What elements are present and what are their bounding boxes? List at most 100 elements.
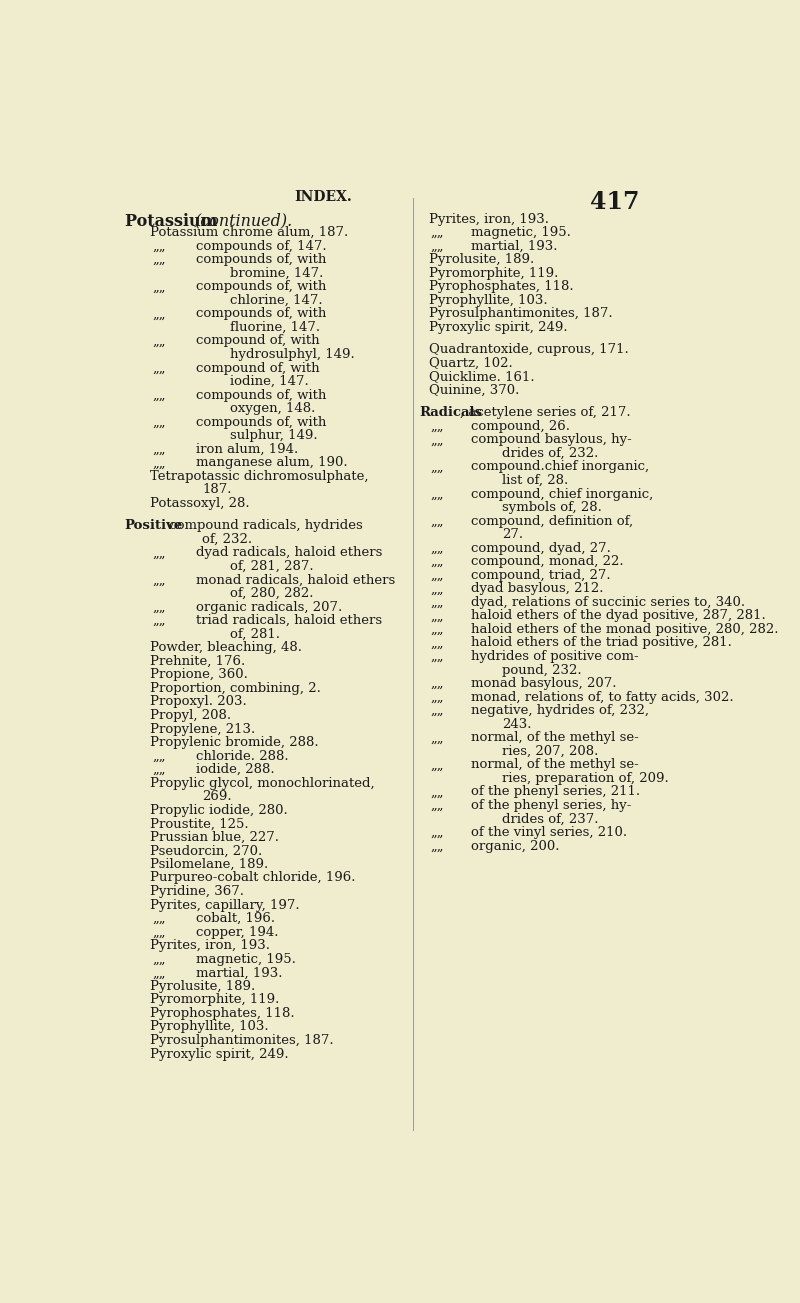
Text: compound, dyad, 27.: compound, dyad, 27.	[470, 542, 610, 555]
Text: compounds of, with: compounds of, with	[196, 416, 326, 429]
Text: monad radicals, haloid ethers: monad radicals, haloid ethers	[196, 573, 395, 586]
Text: compounds of, with: compounds of, with	[196, 253, 326, 266]
Text: compound.chief inorganic,: compound.chief inorganic,	[470, 460, 649, 473]
Text: Pyrophyllite, 103.: Pyrophyllite, 103.	[150, 1020, 268, 1033]
Text: haloid ethers of the triad positive, 281.: haloid ethers of the triad positive, 281…	[470, 636, 732, 649]
Text: normal, of the methyl se-: normal, of the methyl se-	[470, 758, 638, 771]
Text: Propylic iodide, 280.: Propylic iodide, 280.	[150, 804, 287, 817]
Text: Tetrapotassic dichromosulphate,: Tetrapotassic dichromosulphate,	[150, 470, 368, 483]
Text: compound, 26.: compound, 26.	[470, 420, 570, 433]
Text: „„: „„	[430, 487, 444, 500]
Text: of the vinyl series, 210.: of the vinyl series, 210.	[470, 826, 627, 839]
Text: Pyromorphite, 119.: Pyromorphite, 119.	[429, 267, 558, 280]
Text: Propoxyl. 203.: Propoxyl. 203.	[150, 696, 246, 709]
Text: „„: „„	[153, 280, 166, 293]
Text: „„: „„	[430, 555, 444, 568]
Text: of the phenyl series, 211.: of the phenyl series, 211.	[470, 786, 640, 799]
Text: Prehnite, 176.: Prehnite, 176.	[150, 655, 245, 667]
Text: Potassoxyl, 28.: Potassoxyl, 28.	[150, 496, 250, 509]
Text: Propylene, 213.: Propylene, 213.	[150, 722, 255, 735]
Text: Propylenic bromide, 288.: Propylenic bromide, 288.	[150, 736, 318, 749]
Text: „„: „„	[430, 691, 444, 704]
Text: magnetic, 195.: magnetic, 195.	[196, 952, 296, 966]
Text: „„: „„	[153, 361, 166, 374]
Text: monad, relations of, to fatty acids, 302.: monad, relations of, to fatty acids, 302…	[470, 691, 734, 704]
Text: „„: „„	[430, 542, 444, 555]
Text: of, 232.: of, 232.	[202, 533, 253, 546]
Text: 417: 417	[590, 190, 639, 215]
Text: compound, triad, 27.: compound, triad, 27.	[470, 569, 610, 581]
Text: „„: „„	[430, 569, 444, 581]
Text: Pyrophosphates, 118.: Pyrophosphates, 118.	[429, 280, 574, 293]
Text: manganese alum, 190.: manganese alum, 190.	[196, 456, 348, 469]
Text: hydrides of positive com-: hydrides of positive com-	[470, 650, 638, 663]
Text: „„: „„	[430, 636, 444, 649]
Text: haloid ethers of the monad positive, 280, 282.: haloid ethers of the monad positive, 280…	[470, 623, 778, 636]
Text: Pyridine, 367.: Pyridine, 367.	[150, 885, 243, 898]
Text: „„: „„	[153, 601, 166, 614]
Text: sulphur, 149.: sulphur, 149.	[230, 429, 318, 442]
Text: compound, monad, 22.: compound, monad, 22.	[470, 555, 623, 568]
Text: Prussian blue, 227.: Prussian blue, 227.	[150, 831, 278, 844]
Text: „„: „„	[430, 595, 444, 609]
Text: „„: „„	[430, 420, 444, 433]
Text: Proustite, 125.: Proustite, 125.	[150, 817, 248, 830]
Text: chlorine, 147.: chlorine, 147.	[230, 293, 323, 306]
Text: oxygen, 148.: oxygen, 148.	[230, 403, 315, 416]
Text: list of, 28.: list of, 28.	[502, 474, 568, 487]
Text: „„: „„	[430, 799, 444, 812]
Text: „„: „„	[153, 253, 166, 266]
Text: „„: „„	[153, 416, 166, 429]
Text: „„: „„	[153, 614, 166, 627]
Text: „„: „„	[430, 704, 444, 717]
Text: compound radicals, hydrides: compound radicals, hydrides	[165, 520, 363, 533]
Text: 243.: 243.	[502, 718, 531, 731]
Text: Pyrophosphates, 118.: Pyrophosphates, 118.	[150, 1007, 294, 1020]
Text: Quadrantoxide, cuprous, 171.: Quadrantoxide, cuprous, 171.	[429, 343, 628, 356]
Text: of, 280, 282.: of, 280, 282.	[230, 588, 314, 601]
Text: , acetylene series of, 217.: , acetylene series of, 217.	[459, 407, 630, 420]
Text: „„: „„	[430, 460, 444, 473]
Text: Pyrolusite, 189.: Pyrolusite, 189.	[429, 253, 534, 266]
Text: „„: „„	[430, 240, 444, 253]
Text: Pyroxylic spirit, 249.: Pyroxylic spirit, 249.	[150, 1048, 288, 1061]
Text: cobalt, 196.: cobalt, 196.	[196, 912, 275, 925]
Text: organic, 200.: organic, 200.	[470, 839, 559, 852]
Text: triad radicals, haloid ethers: triad radicals, haloid ethers	[196, 614, 382, 627]
Text: of, 281.: of, 281.	[230, 628, 280, 641]
Text: dyad, relations of succinic series to, 340.: dyad, relations of succinic series to, 3…	[470, 595, 745, 609]
Text: „„: „„	[153, 764, 166, 777]
Text: Pseudorcin, 270.: Pseudorcin, 270.	[150, 844, 262, 857]
Text: Pyrites, iron, 193.: Pyrites, iron, 193.	[150, 939, 270, 952]
Text: „„: „„	[430, 515, 444, 528]
Text: compounds of, with: compounds of, with	[196, 388, 326, 401]
Text: Propylic glycol, monochlorinated,: Propylic glycol, monochlorinated,	[150, 777, 374, 790]
Text: „„: „„	[430, 434, 444, 447]
Text: „„: „„	[153, 443, 166, 456]
Text: „„: „„	[153, 308, 166, 321]
Text: Pyromorphite, 119.: Pyromorphite, 119.	[150, 993, 279, 1006]
Text: dyad radicals, haloid ethers: dyad radicals, haloid ethers	[196, 546, 382, 559]
Text: 269.: 269.	[202, 790, 232, 803]
Text: dyad basylous, 212.: dyad basylous, 212.	[470, 582, 603, 595]
Text: „„: „„	[153, 388, 166, 401]
Text: Pyrosulphantimonites, 187.: Pyrosulphantimonites, 187.	[429, 308, 612, 321]
Text: „„: „„	[430, 826, 444, 839]
Text: „„: „„	[430, 227, 444, 238]
Text: Potassium chrome alum, 187.: Potassium chrome alum, 187.	[150, 227, 348, 238]
Text: of the phenyl series, hy-: of the phenyl series, hy-	[470, 799, 631, 812]
Text: „„: „„	[153, 456, 166, 469]
Text: fluorine, 147.: fluorine, 147.	[230, 321, 320, 334]
Text: „„: „„	[153, 546, 166, 559]
Text: „„: „„	[153, 749, 166, 762]
Text: Pyrolusite, 189.: Pyrolusite, 189.	[150, 980, 255, 993]
Text: haloid ethers of the dyad positive, 287, 281.: haloid ethers of the dyad positive, 287,…	[470, 610, 766, 623]
Text: monad basylous, 207.: monad basylous, 207.	[470, 678, 616, 691]
Text: chloride. 288.: chloride. 288.	[196, 749, 289, 762]
Text: compounds of, with: compounds of, with	[196, 280, 326, 293]
Text: Radicals: Radicals	[419, 407, 482, 420]
Text: Quartz, 102.: Quartz, 102.	[429, 357, 512, 370]
Text: „„: „„	[153, 952, 166, 966]
Text: „„: „„	[430, 731, 444, 744]
Text: „„: „„	[153, 912, 166, 925]
